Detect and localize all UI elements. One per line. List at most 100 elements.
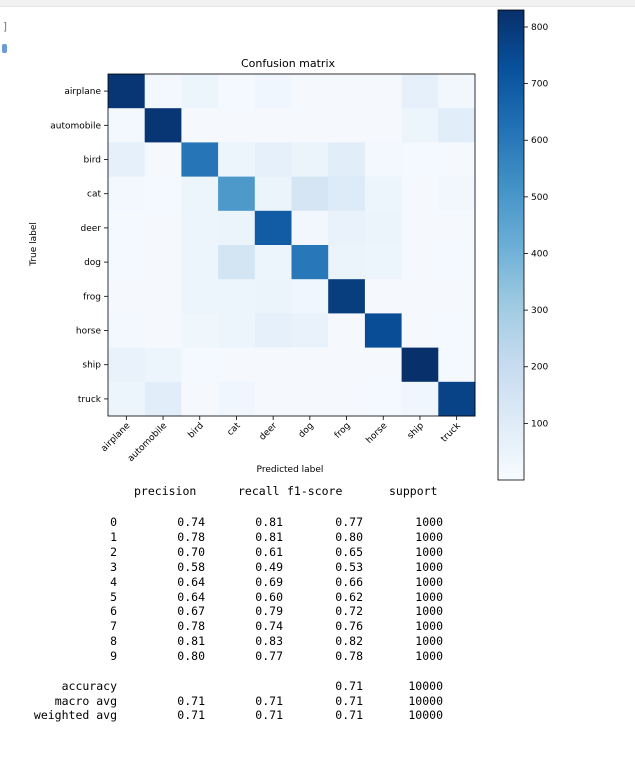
cell-f1: 0.78 xyxy=(335,649,363,664)
heatmap-cell xyxy=(218,142,256,178)
colorbar-tick-label: 700 xyxy=(531,80,548,90)
heatmap-cell xyxy=(328,176,366,212)
heatmap-cell xyxy=(254,279,292,314)
heatmap-cell xyxy=(218,313,256,349)
cell-support: 1000 xyxy=(415,544,443,559)
cell-precision: 0.67 xyxy=(177,604,205,619)
report-row: 2 0.70 0.61 0.65 1000 xyxy=(0,545,460,560)
heatmap-cell xyxy=(181,210,219,246)
y-tick-label: deer xyxy=(81,224,102,234)
heatmap-cell xyxy=(364,381,403,417)
cell-precision: 0.58 xyxy=(177,559,205,574)
report-row: 9 0.80 0.77 0.78 1000 xyxy=(0,649,460,664)
cell-recall: 0.81 xyxy=(255,515,283,529)
row-label: weighted avg xyxy=(33,708,117,723)
colorbar-tick-label: 100 xyxy=(531,419,548,429)
row-label: 5 xyxy=(110,589,117,604)
cell-prompt: ] xyxy=(2,20,9,33)
heatmap-cell xyxy=(328,210,366,246)
heatmap-cell xyxy=(438,347,476,383)
cell-f1: 0.62 xyxy=(335,589,363,604)
heatmap-cell xyxy=(401,142,439,178)
heatmap-cell xyxy=(438,142,476,178)
colorbar xyxy=(497,9,525,481)
y-tick-label: frog xyxy=(83,292,101,302)
y-tick-label: airplane xyxy=(64,87,101,97)
heatmap-cell xyxy=(401,245,439,280)
cell-recall: 0.71 xyxy=(255,693,283,708)
heatmap-cell xyxy=(144,245,182,280)
cell-support: 1000 xyxy=(415,559,443,574)
cell-f1: 0.66 xyxy=(335,574,363,589)
heatmap-cell xyxy=(254,313,292,349)
row-label: 8 xyxy=(110,634,117,649)
cell-support: 1000 xyxy=(415,604,443,619)
heatmap-cell xyxy=(401,347,439,383)
cell-support: 1000 xyxy=(415,649,443,664)
heatmap-cell xyxy=(328,245,366,280)
heatmap-cell xyxy=(438,279,476,314)
cell-recall: 0.77 xyxy=(255,649,283,664)
cell-precision: 0.74 xyxy=(177,515,205,529)
x-tick-label: dog xyxy=(297,421,316,440)
report-row: 4 0.64 0.69 0.66 1000 xyxy=(0,575,460,590)
heatmap-cell xyxy=(218,279,256,314)
cell-support: 10000 xyxy=(408,708,443,723)
header-f1-score: f1-score xyxy=(287,484,343,498)
y-tick-label: cat xyxy=(87,190,101,200)
colorbar-tick-label: 800 xyxy=(531,23,548,33)
heatmap-cell xyxy=(254,74,292,109)
heatmap-cell xyxy=(364,176,403,212)
heatmap-cell xyxy=(291,381,329,417)
cell-support: 10000 xyxy=(408,693,443,708)
cell-f1: 0.71 xyxy=(335,679,363,693)
confusion-matrix-chart: Confusion matrix airplaneautomobilebirdc… xyxy=(29,9,548,481)
heatmap-cell xyxy=(254,142,292,178)
cell-collapse-handle[interactable] xyxy=(2,44,7,53)
y-tick-label: bird xyxy=(84,156,101,166)
cell-support: 1000 xyxy=(415,589,443,604)
heatmap-cell xyxy=(254,176,292,212)
cell-precision: 0.71 xyxy=(177,693,205,708)
report-row: 7 0.78 0.74 0.76 1000 xyxy=(0,619,460,634)
colorbar-ticks: 100 200 300 400 500 600 700 800 xyxy=(524,23,548,429)
heatmap-cell xyxy=(401,176,439,212)
heatmap-cell xyxy=(144,142,182,178)
cell-recall: 0.79 xyxy=(255,604,283,619)
y-tick-label: truck xyxy=(78,395,102,405)
report-row: 5 0.64 0.60 0.62 1000 xyxy=(0,590,460,605)
heatmap-cell xyxy=(108,142,146,178)
heatmap-cell xyxy=(291,74,329,109)
heatmap-cell xyxy=(401,313,439,349)
cell-precision: 0.78 xyxy=(177,619,205,634)
x-tick-label: bird xyxy=(186,421,205,440)
cell-precision: 0.78 xyxy=(177,529,205,544)
y-tick-label: automobile xyxy=(50,121,101,131)
cell-f1: 0.76 xyxy=(335,619,363,634)
heatmap-cell xyxy=(328,279,366,314)
heatmap-cell xyxy=(328,381,366,417)
report-summary-row: accuracy 0.71 10000 xyxy=(0,679,460,694)
heatmap-cell xyxy=(364,74,403,109)
x-tick-label: truck xyxy=(439,420,463,444)
heatmap-cell xyxy=(364,245,403,280)
cell-support: 1000 xyxy=(415,574,443,589)
heatmap-cell xyxy=(254,347,292,383)
cell-support: 1000 xyxy=(415,619,443,634)
heatmap-cell xyxy=(181,279,219,314)
heatmap-cell xyxy=(364,210,403,246)
cell-f1: 0.80 xyxy=(335,529,363,544)
cell-recall: 0.74 xyxy=(255,619,283,634)
heatmap-cell xyxy=(108,245,146,280)
cell-f1: 0.71 xyxy=(335,693,363,708)
heatmap-cell xyxy=(218,245,256,280)
heatmap-cell xyxy=(108,176,146,212)
heatmap-cell xyxy=(438,313,476,349)
cell-support: 1000 xyxy=(415,634,443,649)
heatmap-cell xyxy=(108,313,146,349)
heatmap-cell xyxy=(144,279,182,314)
report-row: 3 0.58 0.49 0.53 1000 xyxy=(0,560,460,575)
cell-f1: 0.77 xyxy=(335,515,363,529)
heatmap-cell xyxy=(364,313,403,349)
heatmap-cell xyxy=(181,108,219,143)
